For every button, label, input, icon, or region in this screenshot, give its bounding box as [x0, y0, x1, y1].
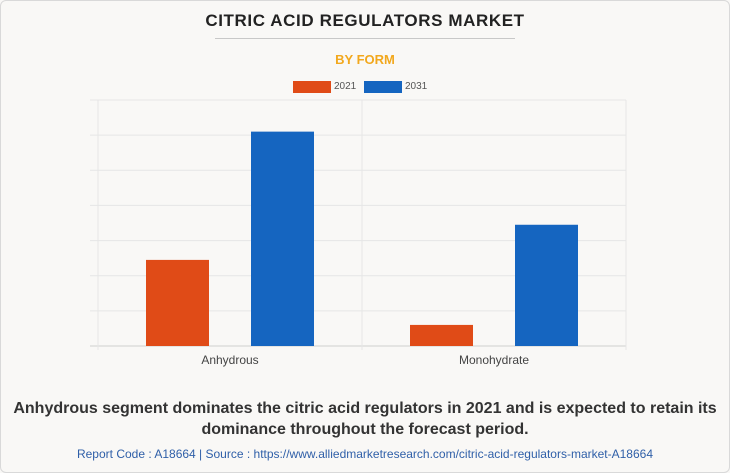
- x-tick-label-monohydrate: Monohydrate: [459, 353, 529, 367]
- x-tick-label-anhydrous: Anhydrous: [201, 353, 258, 367]
- legend-label-2031: 2031: [405, 81, 428, 92]
- bar-monohydrate-2021[interactable]: [410, 324, 473, 346]
- legend-swatch-2031: [364, 81, 402, 93]
- bars: [146, 131, 578, 346]
- title-divider: [215, 38, 515, 39]
- source-footer: Report Code : A18664 | Source : https://…: [76, 447, 654, 461]
- chart-subtitle: BY FORM: [335, 52, 395, 67]
- bar-anhydrous-2031[interactable]: [251, 131, 314, 346]
- x-tick-labels: Anhydrous Monohydrate: [201, 353, 529, 367]
- chart-caption: Anhydrous segment dominates the citric a…: [13, 400, 717, 438]
- legend-swatch-2021: [293, 81, 331, 93]
- bar-monohydrate-2031[interactable]: [515, 224, 578, 346]
- bar-anhydrous-2021[interactable]: [146, 259, 209, 346]
- chart-title: CITRIC ACID REGULATORS MARKET: [205, 11, 525, 30]
- legend-label-2021: 2021: [334, 81, 357, 92]
